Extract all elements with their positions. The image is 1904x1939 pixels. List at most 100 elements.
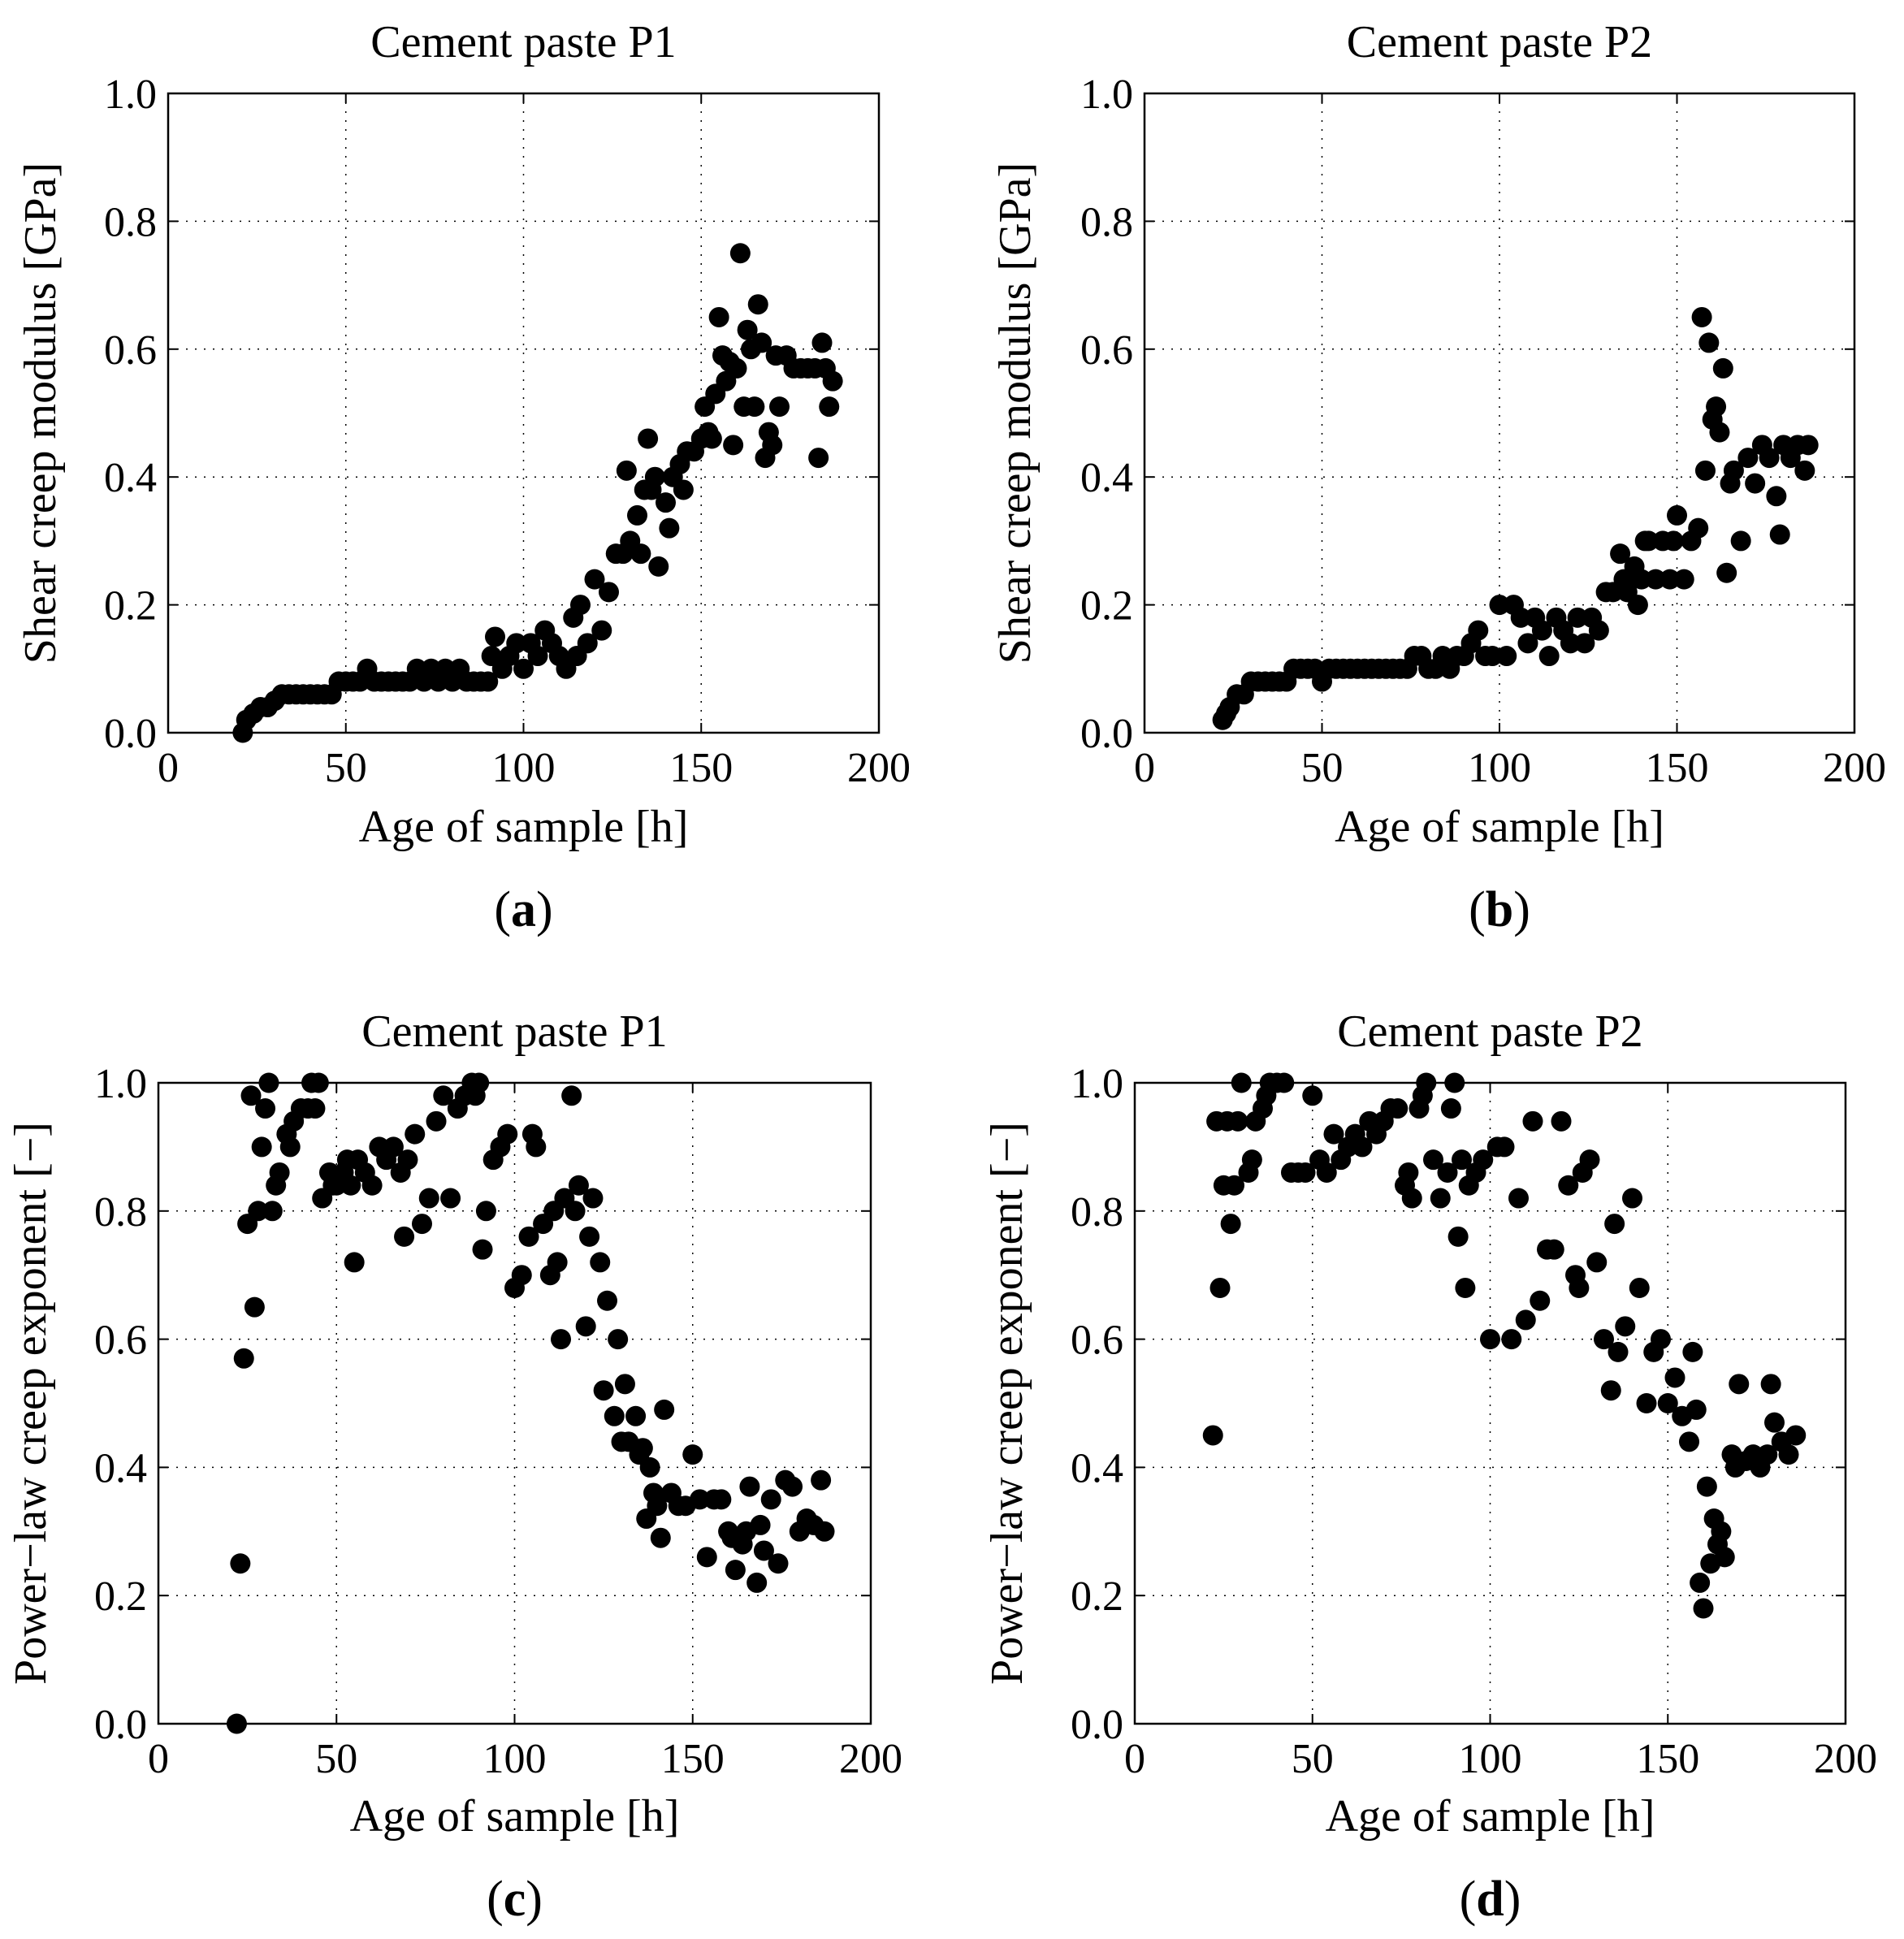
data-point	[814, 1521, 835, 1542]
data-point	[340, 1175, 361, 1196]
x-tick-label: 0	[148, 1736, 169, 1782]
data-point	[599, 582, 619, 603]
data-point	[1517, 633, 1538, 654]
data-point	[1693, 1598, 1714, 1619]
data-point	[478, 671, 499, 692]
data-point	[1600, 1380, 1621, 1401]
data-series	[226, 1072, 835, 1734]
data-point	[1480, 1329, 1500, 1350]
data-point	[811, 332, 833, 353]
data-point	[394, 1226, 415, 1247]
data-point	[1430, 1188, 1451, 1209]
data-point	[472, 1239, 493, 1260]
data-point	[1694, 460, 1716, 481]
data-point	[811, 1469, 832, 1491]
y-axis-label: Shear creep modulus [GPa]	[15, 162, 66, 664]
data-point	[1673, 569, 1694, 590]
data-point	[1766, 486, 1787, 507]
data-point	[440, 1188, 461, 1209]
data-point	[305, 1098, 326, 1119]
data-point	[648, 556, 669, 577]
data-point	[656, 492, 676, 513]
data-point	[1785, 1425, 1807, 1446]
data-point	[1295, 1162, 1316, 1183]
y-tick-label: 0.4	[94, 1445, 147, 1491]
x-tick-label: 50	[1301, 745, 1344, 791]
data-point	[361, 1175, 383, 1196]
data-point	[565, 1201, 586, 1222]
data-point	[638, 428, 659, 449]
data-point	[240, 1085, 262, 1106]
data-point	[1679, 1431, 1699, 1452]
plot-area	[1135, 1083, 1846, 1724]
y-tick-label: 0.0	[1071, 1702, 1123, 1748]
y-axis-label: Power−law creep exponent [−]	[982, 1122, 1032, 1685]
data-point	[233, 1348, 254, 1369]
data-point	[269, 1162, 290, 1183]
subfigure-label: (b)	[1469, 882, 1530, 937]
data-point	[1209, 1277, 1231, 1298]
data-point	[1522, 1110, 1543, 1132]
data-point	[1515, 1309, 1536, 1331]
data-point	[1560, 633, 1581, 654]
data-point	[1723, 460, 1744, 481]
data-point	[1444, 1072, 1465, 1093]
data-point	[1508, 1188, 1529, 1209]
data-point	[616, 460, 637, 481]
data-point	[1706, 396, 1727, 418]
y-tick-label: 0.2	[1080, 583, 1133, 630]
data-point	[1302, 1085, 1323, 1106]
data-point	[511, 1265, 532, 1286]
y-axis-label: Power−law creep exponent [−]	[6, 1122, 56, 1685]
data-point	[673, 479, 694, 500]
data-point	[1531, 620, 1552, 641]
data-point	[608, 1329, 629, 1350]
data-point	[584, 569, 605, 590]
data-point	[1352, 1136, 1373, 1158]
data-point	[753, 1540, 774, 1561]
data-point	[1610, 543, 1631, 565]
data-point	[1690, 1572, 1711, 1593]
data-point	[654, 1399, 675, 1420]
data-point	[751, 332, 772, 353]
y-tick-label: 0.4	[104, 455, 157, 501]
x-tick-label: 100	[1459, 1736, 1522, 1782]
data-point	[747, 294, 768, 315]
data-point	[614, 1374, 635, 1395]
x-tick-label: 200	[1814, 1736, 1877, 1782]
data-point	[737, 319, 758, 340]
data-point	[696, 1547, 717, 1568]
data-point	[1588, 620, 1609, 641]
panel-c: 0 50 100 150 200 0.0 0.2 0.4 0.6 0.8 1.0 Cement pas…	[6, 1006, 902, 1927]
data-point	[746, 1572, 768, 1593]
data-point	[1638, 530, 1660, 552]
data-series	[1202, 1072, 1807, 1619]
data-point	[782, 1476, 803, 1497]
axes-frame	[1143, 92, 1856, 734]
y-tick-label: 1.0	[104, 71, 157, 118]
axes-frame	[1133, 1081, 1847, 1725]
data-point	[405, 1123, 426, 1145]
chart-title: Cement paste P1	[361, 1006, 667, 1057]
data-point	[518, 1226, 539, 1247]
data-point	[1323, 1123, 1344, 1145]
data-point	[1482, 646, 1503, 667]
data-point	[1231, 1072, 1252, 1093]
data-point	[577, 633, 598, 654]
y-tick-label: 0.8	[1071, 1189, 1123, 1236]
data-point	[226, 1713, 247, 1734]
data-point	[418, 1188, 439, 1209]
y-tick-label: 0.8	[94, 1189, 147, 1236]
data-point	[593, 1380, 614, 1401]
y-tick-label: 0.6	[1080, 327, 1133, 374]
data-point	[248, 1201, 269, 1222]
data-point	[625, 1405, 647, 1426]
data-point	[1227, 1110, 1248, 1132]
data-point	[1501, 1329, 1522, 1350]
x-axis-label: Age of sample [h]	[359, 802, 689, 852]
data-point	[768, 1553, 789, 1574]
plot-area	[158, 1083, 871, 1724]
data-point	[1651, 1329, 1671, 1350]
data-point	[708, 306, 729, 327]
data-point	[1696, 1476, 1717, 1497]
